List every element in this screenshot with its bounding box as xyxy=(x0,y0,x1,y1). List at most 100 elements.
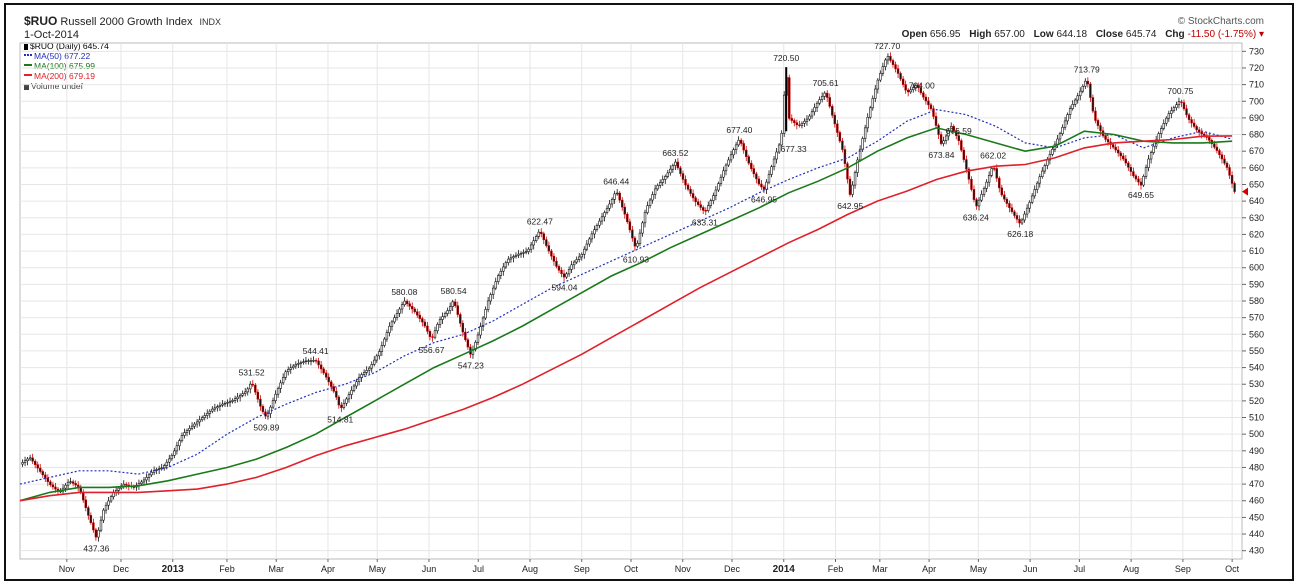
candle-body xyxy=(846,163,849,180)
candle-body xyxy=(332,386,335,392)
candle-body xyxy=(1051,148,1054,155)
candle-body xyxy=(770,166,773,175)
candle-body xyxy=(355,381,358,387)
candle-body xyxy=(426,325,429,332)
x-tick-label: Jun xyxy=(1023,564,1038,574)
candle-body xyxy=(491,287,495,295)
candle-body xyxy=(193,423,196,427)
candle-body xyxy=(51,484,55,488)
candle-body xyxy=(626,213,629,223)
candle-body xyxy=(1073,99,1077,105)
x-tick-label: Oct xyxy=(1225,564,1240,574)
candle-body xyxy=(489,294,492,302)
candle-body xyxy=(696,201,700,205)
candle-body xyxy=(729,154,733,161)
candle-body xyxy=(1119,152,1122,157)
candle-body xyxy=(1086,80,1090,85)
last-price-marker xyxy=(1242,187,1248,196)
candle-body xyxy=(800,123,804,126)
candle-body xyxy=(84,499,87,508)
candle-body xyxy=(226,402,229,404)
candle-body xyxy=(671,165,675,170)
candle-body xyxy=(831,106,834,116)
x-tick-label: May xyxy=(369,564,387,574)
candle-body xyxy=(884,59,887,67)
candle-body xyxy=(365,369,368,373)
candle-body xyxy=(145,477,148,481)
candle-body xyxy=(347,394,351,400)
candle-body xyxy=(519,252,523,255)
candle-body xyxy=(874,88,877,99)
price-annotation: 514.81 xyxy=(327,415,353,425)
candle-body xyxy=(441,316,444,320)
x-tick-label: Aug xyxy=(1123,564,1139,574)
candle-body xyxy=(1185,108,1188,116)
candle-body xyxy=(390,321,394,327)
price-annotation: 673.84 xyxy=(928,150,954,160)
chart-header-left: $RUO Russell 2000 Growth Index INDX 1-Oc… xyxy=(24,15,221,42)
candle-body xyxy=(104,504,108,511)
candle-body xyxy=(648,199,652,206)
price-annotation: 677.33 xyxy=(781,144,807,154)
candle-body xyxy=(998,177,1001,189)
x-tick-label: Apr xyxy=(321,564,335,574)
candle-body xyxy=(26,458,29,462)
candle-body xyxy=(524,251,528,253)
y-tick-label: 630 xyxy=(1249,213,1264,223)
y-tick-label: 590 xyxy=(1249,279,1264,289)
x-tick-label: Sep xyxy=(1175,564,1191,574)
candle-body xyxy=(737,139,740,146)
x-tick-label: Nov xyxy=(675,564,692,574)
candle-body xyxy=(1195,126,1198,131)
price-annotation: 547.23 xyxy=(458,361,484,371)
candle-body xyxy=(1127,162,1130,168)
candle-body xyxy=(828,97,831,107)
candle-body xyxy=(418,314,422,319)
candle-body xyxy=(206,413,209,416)
candle-body xyxy=(1134,175,1138,180)
candle-body xyxy=(714,189,718,196)
candle-body xyxy=(1182,102,1186,110)
candle-body xyxy=(1228,167,1231,176)
x-tick-label: Jul xyxy=(472,564,484,574)
candle-body xyxy=(1170,110,1173,115)
candle-body xyxy=(823,92,826,97)
candle-body xyxy=(717,183,720,191)
y-tick-label: 500 xyxy=(1249,429,1264,439)
candle-body xyxy=(1094,110,1097,121)
candle-body xyxy=(302,361,305,363)
credit: © StockCharts.com xyxy=(1177,16,1264,27)
candle-body xyxy=(307,360,310,362)
candle-body xyxy=(190,425,194,429)
x-tick-label: Jul xyxy=(1074,564,1086,574)
x-tick-label: Nov xyxy=(59,564,76,574)
candle-body xyxy=(702,207,705,211)
candle-body xyxy=(780,132,783,146)
candle-body xyxy=(54,486,57,490)
candle-body xyxy=(1068,108,1072,115)
candle-body xyxy=(403,300,406,306)
candle-body xyxy=(1030,195,1034,203)
candle-body xyxy=(653,188,657,195)
x-tick-label: Jun xyxy=(422,564,437,574)
candle-body xyxy=(150,471,153,476)
candle-body xyxy=(276,388,280,395)
candle-body xyxy=(934,116,938,126)
candle-body xyxy=(236,396,239,400)
x-tick-label: Oct xyxy=(624,564,639,574)
candle-body xyxy=(246,388,249,393)
candle-body xyxy=(689,188,692,194)
ma-line-ma50 xyxy=(19,108,1233,485)
candle-body xyxy=(304,360,308,363)
candle-body xyxy=(752,168,756,175)
candle-body xyxy=(917,85,920,88)
candle-body xyxy=(218,404,222,407)
candle-body xyxy=(818,99,821,104)
candle-body xyxy=(368,367,371,371)
candle-body xyxy=(567,269,571,275)
candle-body xyxy=(666,172,669,177)
candle-body xyxy=(509,257,513,260)
candle-body xyxy=(772,158,776,167)
candle-body xyxy=(178,440,181,447)
candle-body xyxy=(927,100,930,106)
